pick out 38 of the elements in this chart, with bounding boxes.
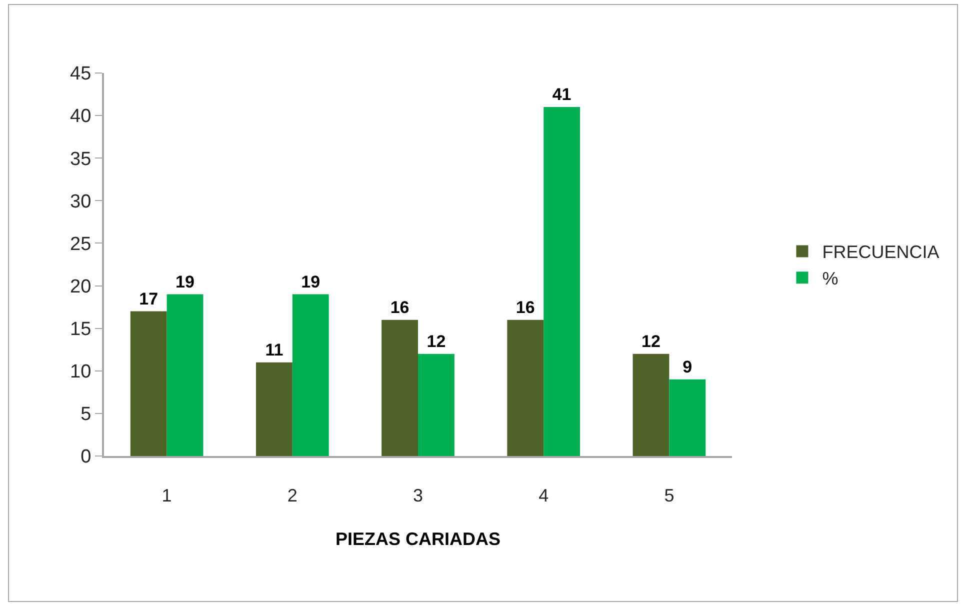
data-label: 11 [265,340,284,360]
data-label: 12 [426,332,446,351]
data-label: 16 [390,298,410,317]
bar [382,320,418,456]
x-tick-label: 1 [162,486,172,506]
bar [544,107,580,456]
x-axis-title: PIEZAS CARIADAS [335,529,501,550]
x-tick-label: 3 [412,486,424,506]
bar [292,294,329,456]
bar [130,311,167,456]
x-tick-label: 4 [538,486,549,506]
y-tick-label: 15 [70,318,92,340]
data-label: 41 [552,85,572,104]
data-label: 19 [176,272,194,292]
bar [166,294,204,456]
y-tick-label: 40 [70,106,92,128]
bar [256,362,292,456]
bar [632,354,670,456]
bar [418,354,454,456]
bar [507,320,544,456]
x-tick-label: 2 [287,486,298,506]
data-label: 17 [139,289,158,308]
data-label: 12 [642,332,660,351]
x-tick-label: 5 [664,486,674,506]
legend-label: FRECUENCIA [822,242,940,262]
y-tick-label: 0 [80,446,92,468]
y-tick-label: 25 [70,234,92,255]
y-tick-label: 5 [80,404,92,426]
y-tick-label: 45 [70,64,92,85]
legend-label: % [822,268,838,289]
y-tick-label: 10 [70,362,92,383]
data-label: 19 [301,272,320,292]
y-tick-label: 35 [70,148,92,170]
bar [669,379,706,456]
data-label: 9 [682,357,692,376]
y-tick-label: 20 [70,276,92,298]
data-label: 16 [516,298,535,317]
y-tick-label: 30 [70,191,92,212]
